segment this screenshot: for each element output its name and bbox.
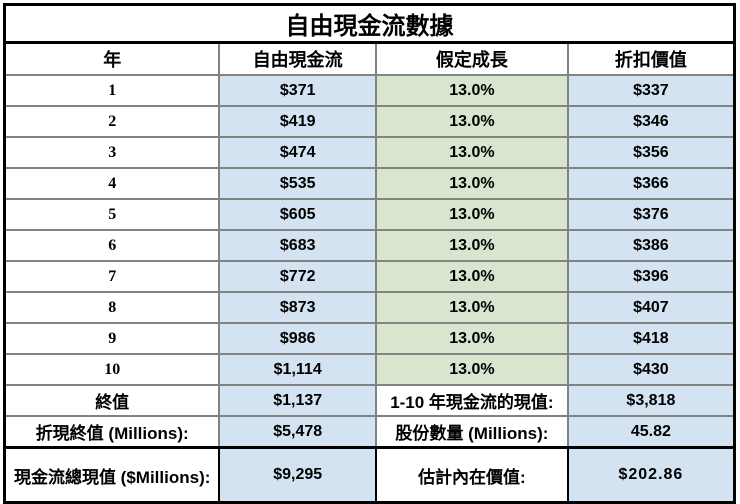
fcf-cell: $1,114 bbox=[218, 353, 378, 386]
discounted-cell: $337 bbox=[566, 74, 736, 107]
page-title: 自由現金流數據 bbox=[4, 4, 735, 44]
year-cell: 1 bbox=[3, 74, 221, 107]
fcf-cell: $772 bbox=[218, 260, 378, 293]
discounted-cell: $418 bbox=[566, 322, 736, 355]
total-pv-cell: $9,295 bbox=[218, 446, 378, 504]
fcf-cell: $371 bbox=[218, 74, 378, 107]
year-cell: 2 bbox=[3, 105, 221, 138]
fcf-cell: $605 bbox=[218, 198, 378, 231]
terminal-value-row: 終值 $1,137 1-10 年現金流的現值: $3,818 bbox=[3, 384, 736, 417]
fcf-cell: $986 bbox=[218, 322, 378, 355]
table-row: 8 $873 13.0% $407 bbox=[3, 291, 736, 324]
fcf-cell: $419 bbox=[218, 105, 378, 138]
fcf-cell: $474 bbox=[218, 136, 378, 169]
terminal-value-label: 終值 bbox=[3, 384, 221, 417]
discounted-cell: $407 bbox=[566, 291, 736, 324]
pv-1-10-cell: $3,818 bbox=[566, 384, 736, 417]
total-pv-label: 現金流總現值 ($Millions): bbox=[3, 446, 221, 504]
column-header-discounted: 折扣價值 bbox=[566, 41, 736, 76]
discounted-cell: $356 bbox=[566, 136, 736, 169]
table-row: 5 $605 13.0% $376 bbox=[3, 198, 736, 231]
discounted-cell: $366 bbox=[566, 167, 736, 200]
growth-cell: 13.0% bbox=[375, 136, 569, 169]
year-cell: 10 bbox=[3, 353, 221, 386]
terminal-value-cell: $1,137 bbox=[218, 384, 378, 417]
year-cell: 5 bbox=[3, 198, 221, 231]
fcf-cell: $683 bbox=[218, 229, 378, 262]
year-cell: 6 bbox=[3, 229, 221, 262]
table-row: 4 $535 13.0% $366 bbox=[3, 167, 736, 200]
table-row: 6 $683 13.0% $386 bbox=[3, 229, 736, 262]
growth-cell: 13.0% bbox=[375, 260, 569, 293]
fcf-cell: $535 bbox=[218, 167, 378, 200]
column-header-growth: 假定成長 bbox=[375, 41, 569, 76]
table-row: 9 $986 13.0% $418 bbox=[3, 322, 736, 355]
table-row: 10 $1,114 13.0% $430 bbox=[3, 353, 736, 386]
growth-cell: 13.0% bbox=[375, 353, 569, 386]
growth-cell: 13.0% bbox=[375, 291, 569, 324]
discounted-terminal-label: 折現終值 (Millions): bbox=[3, 415, 221, 449]
discounted-terminal-cell: $5,478 bbox=[218, 415, 378, 449]
year-cell: 8 bbox=[3, 291, 221, 324]
growth-cell: 13.0% bbox=[375, 322, 569, 355]
growth-cell: 13.0% bbox=[375, 229, 569, 262]
fcf-table-sheet: 自由現金流數據 年 自由現金流 假定成長 折扣價值 1 $371 13.0% $… bbox=[3, 3, 736, 504]
table-row: 2 $419 13.0% $346 bbox=[3, 105, 736, 138]
intrinsic-value-label: 估計內在價值: bbox=[375, 446, 569, 504]
growth-cell: 13.0% bbox=[375, 74, 569, 107]
intrinsic-value-row: 現金流總現值 ($Millions): $9,295 估計內在價值: $202.… bbox=[3, 446, 736, 504]
column-header-fcf: 自由現金流 bbox=[218, 41, 378, 76]
column-header-year: 年 bbox=[3, 41, 221, 76]
shares-outstanding-cell: 45.82 bbox=[566, 415, 736, 449]
year-cell: 4 bbox=[3, 167, 221, 200]
growth-cell: 13.0% bbox=[375, 198, 569, 231]
growth-cell: 13.0% bbox=[375, 105, 569, 138]
discounted-cell: $376 bbox=[566, 198, 736, 231]
table-row: 3 $474 13.0% $356 bbox=[3, 136, 736, 169]
year-cell: 3 bbox=[3, 136, 221, 169]
header-row: 年 自由現金流 假定成長 折扣價值 bbox=[3, 41, 736, 76]
fcf-cell: $873 bbox=[218, 291, 378, 324]
intrinsic-value-cell: $202.86 bbox=[566, 446, 736, 504]
year-cell: 7 bbox=[3, 260, 221, 293]
pv-1-10-label: 1-10 年現金流的現值: bbox=[375, 384, 569, 417]
free-cash-flow-table: 自由現金流數據 年 自由現金流 假定成長 折扣價值 1 $371 13.0% $… bbox=[3, 3, 736, 504]
discounted-cell: $430 bbox=[566, 353, 736, 386]
discounted-terminal-row: 折現終值 (Millions): $5,478 股份數量 (Millions):… bbox=[3, 415, 736, 449]
growth-cell: 13.0% bbox=[375, 167, 569, 200]
title-row: 自由現金流數據 bbox=[4, 4, 735, 44]
year-cell: 9 bbox=[3, 322, 221, 355]
discounted-cell: $346 bbox=[566, 105, 736, 138]
discounted-cell: $386 bbox=[566, 229, 736, 262]
table-row: 7 $772 13.0% $396 bbox=[3, 260, 736, 293]
shares-outstanding-label: 股份數量 (Millions): bbox=[375, 415, 569, 449]
table-row: 1 $371 13.0% $337 bbox=[3, 74, 736, 107]
discounted-cell: $396 bbox=[566, 260, 736, 293]
